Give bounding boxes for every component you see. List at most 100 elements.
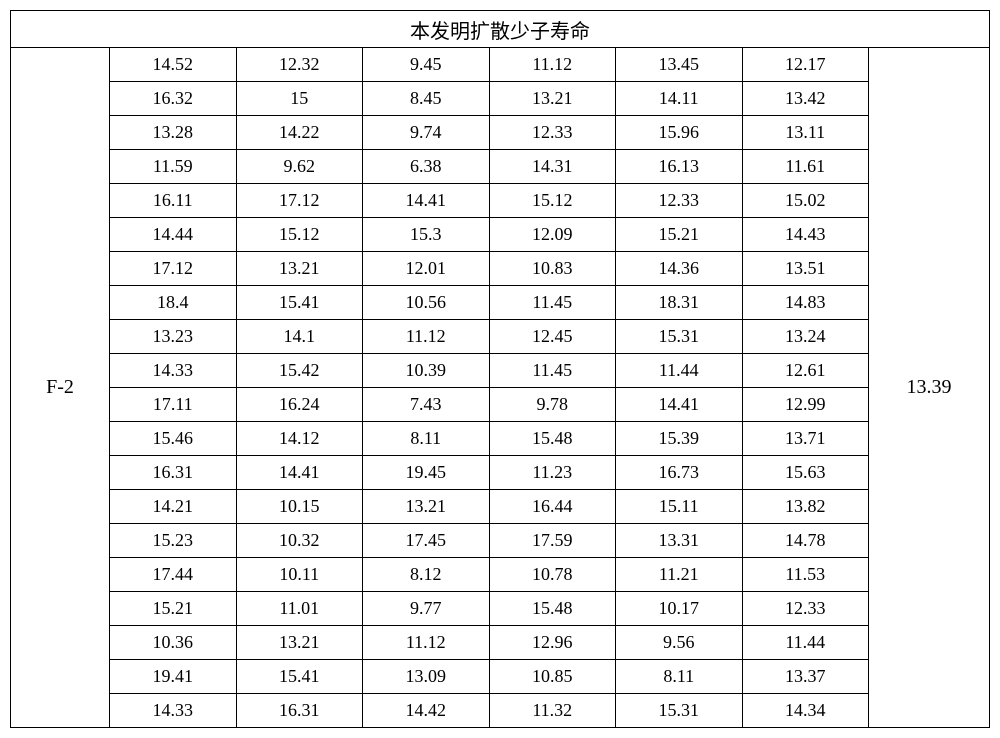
data-cell: 9.78	[489, 388, 616, 422]
table-row: 18.415.4110.5611.4518.3114.83	[11, 286, 990, 320]
data-cell: 11.44	[616, 354, 743, 388]
data-cell: 14.83	[742, 286, 869, 320]
data-cell: 12.33	[742, 592, 869, 626]
data-cell: 14.33	[110, 354, 237, 388]
data-cell: 12.99	[742, 388, 869, 422]
right-value: 13.39	[869, 48, 990, 728]
table-row: 13.2814.229.7412.3315.9613.11	[11, 116, 990, 150]
data-cell: 14.41	[236, 456, 363, 490]
data-cell: 15	[236, 82, 363, 116]
data-cell: 13.71	[742, 422, 869, 456]
table-row: 15.4614.128.1115.4815.3913.71	[11, 422, 990, 456]
data-cell: 13.51	[742, 252, 869, 286]
data-cell: 17.12	[110, 252, 237, 286]
data-cell: 13.21	[236, 626, 363, 660]
data-cell: 13.42	[742, 82, 869, 116]
data-cell: 15.21	[616, 218, 743, 252]
data-cell: 17.11	[110, 388, 237, 422]
data-cell: 15.12	[489, 184, 616, 218]
table-row: 14.4415.1215.312.0915.2114.43	[11, 218, 990, 252]
data-cell: 19.41	[110, 660, 237, 694]
data-cell: 8.11	[616, 660, 743, 694]
data-cell: 13.23	[110, 320, 237, 354]
data-cell: 15.63	[742, 456, 869, 490]
data-cell: 11.44	[742, 626, 869, 660]
data-cell: 15.31	[616, 320, 743, 354]
data-cell: 16.11	[110, 184, 237, 218]
data-cell: 16.13	[616, 150, 743, 184]
data-cell: 15.02	[742, 184, 869, 218]
table-row: F-214.5212.329.4511.1213.4512.1713.39	[11, 48, 990, 82]
data-cell: 15.11	[616, 490, 743, 524]
data-cell: 11.01	[236, 592, 363, 626]
data-cell: 10.39	[363, 354, 490, 388]
data-cell: 17.59	[489, 524, 616, 558]
data-cell: 12.61	[742, 354, 869, 388]
title-row: 本发明扩散少子寿命	[11, 11, 990, 48]
table-row: 15.2111.019.7715.4810.1712.33	[11, 592, 990, 626]
data-cell: 10.85	[489, 660, 616, 694]
data-cell: 12.32	[236, 48, 363, 82]
data-cell: 16.24	[236, 388, 363, 422]
data-cell: 13.11	[742, 116, 869, 150]
table-row: 16.3114.4119.4511.2316.7315.63	[11, 456, 990, 490]
data-cell: 12.17	[742, 48, 869, 82]
data-cell: 12.01	[363, 252, 490, 286]
data-cell: 19.45	[363, 456, 490, 490]
data-cell: 11.45	[489, 354, 616, 388]
data-cell: 17.44	[110, 558, 237, 592]
data-cell: 6.38	[363, 150, 490, 184]
data-cell: 11.45	[489, 286, 616, 320]
data-cell: 12.33	[616, 184, 743, 218]
data-cell: 12.45	[489, 320, 616, 354]
table-row: 17.1116.247.439.7814.4112.99	[11, 388, 990, 422]
data-cell: 16.32	[110, 82, 237, 116]
data-cell: 13.82	[742, 490, 869, 524]
data-cell: 17.45	[363, 524, 490, 558]
data-cell: 15.41	[236, 286, 363, 320]
data-cell: 16.31	[110, 456, 237, 490]
data-cell: 14.78	[742, 524, 869, 558]
data-cell: 13.21	[489, 82, 616, 116]
data-cell: 15.46	[110, 422, 237, 456]
data-cell: 13.21	[363, 490, 490, 524]
data-cell: 10.17	[616, 592, 743, 626]
data-cell: 14.36	[616, 252, 743, 286]
data-cell: 13.28	[110, 116, 237, 150]
data-cell: 10.11	[236, 558, 363, 592]
data-cell: 12.09	[489, 218, 616, 252]
data-cell: 10.32	[236, 524, 363, 558]
data-cell: 18.31	[616, 286, 743, 320]
data-cell: 11.61	[742, 150, 869, 184]
table-row: 13.2314.111.1212.4515.3113.24	[11, 320, 990, 354]
data-cell: 15.48	[489, 422, 616, 456]
data-cell: 15.96	[616, 116, 743, 150]
table-row: 17.4410.118.1210.7811.2111.53	[11, 558, 990, 592]
data-cell: 13.37	[742, 660, 869, 694]
table-row: 16.32158.4513.2114.1113.42	[11, 82, 990, 116]
data-cell: 14.12	[236, 422, 363, 456]
table-row: 16.1117.1214.4115.1212.3315.02	[11, 184, 990, 218]
data-cell: 12.33	[489, 116, 616, 150]
data-cell: 7.43	[363, 388, 490, 422]
data-cell: 14.21	[110, 490, 237, 524]
table-row: 14.3315.4210.3911.4511.4412.61	[11, 354, 990, 388]
data-cell: 15.23	[110, 524, 237, 558]
data-cell: 11.53	[742, 558, 869, 592]
data-cell: 14.41	[363, 184, 490, 218]
data-table: 本发明扩散少子寿命 F-214.5212.329.4511.1213.4512.…	[10, 10, 990, 728]
table-row: 10.3613.2111.1212.969.5611.44	[11, 626, 990, 660]
data-cell: 13.31	[616, 524, 743, 558]
data-cell: 13.45	[616, 48, 743, 82]
data-cell: 14.22	[236, 116, 363, 150]
data-cell: 11.23	[489, 456, 616, 490]
data-cell: 11.59	[110, 150, 237, 184]
data-cell: 14.43	[742, 218, 869, 252]
data-cell: 18.4	[110, 286, 237, 320]
data-cell: 14.1	[236, 320, 363, 354]
data-cell: 16.44	[489, 490, 616, 524]
data-cell: 9.77	[363, 592, 490, 626]
data-cell: 14.11	[616, 82, 743, 116]
data-cell: 15.3	[363, 218, 490, 252]
table-row: 19.4115.4113.0910.858.1113.37	[11, 660, 990, 694]
